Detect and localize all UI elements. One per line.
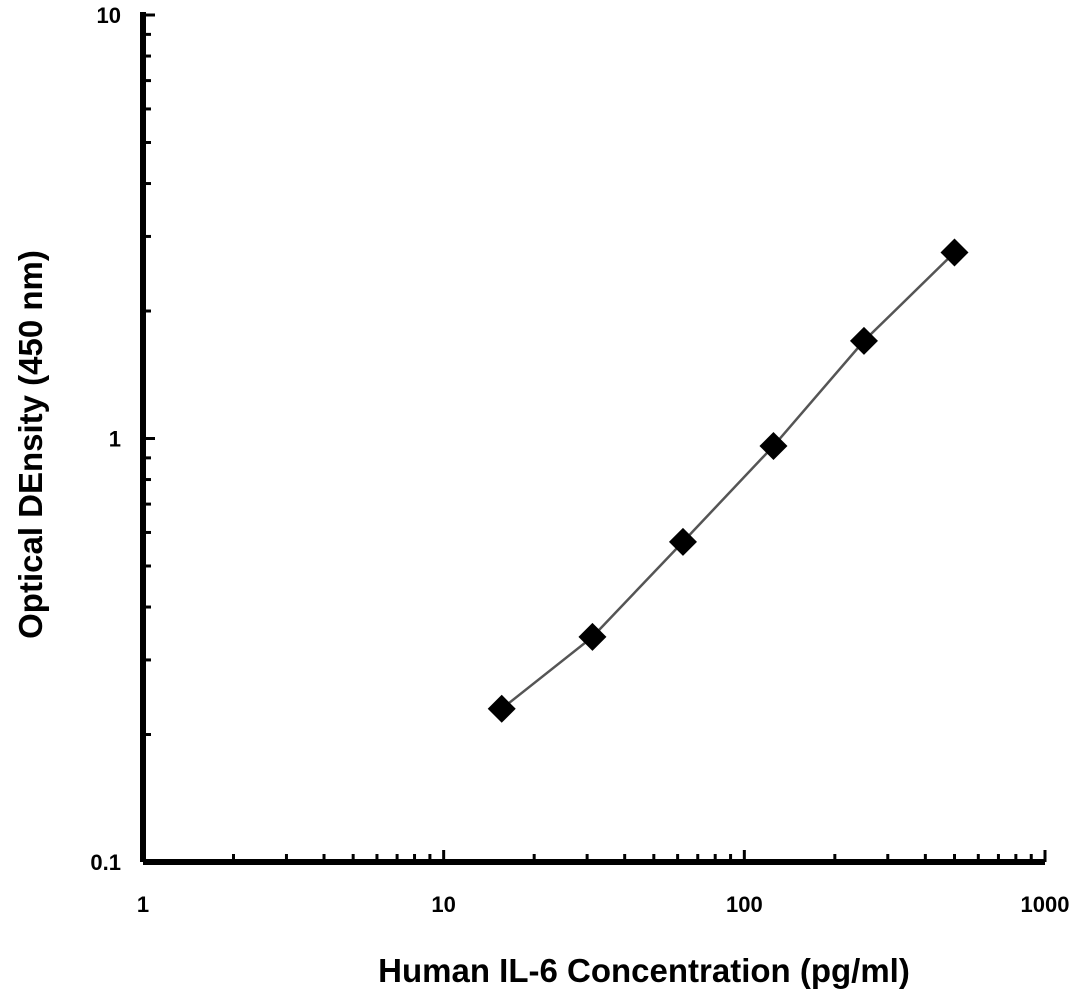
data-point-marker [668,527,697,556]
y-tick-label: 1 [109,427,121,452]
series [487,238,969,723]
axes [140,12,1045,865]
series-line [500,251,956,710]
data-point-marker [849,326,878,355]
y-axis-title: Optical DEnsity (450 nm) [12,250,49,639]
data-point-marker [940,238,969,267]
ticks: 1 10 100 1000 0.1 1 10 [90,3,1069,917]
x-axis-title: Human IL-6 Concentration (pg/ml) [378,952,910,989]
x-tick-label: 100 [726,892,763,917]
y-tick-label: 0.1 [90,850,121,875]
data-point-marker [487,694,516,723]
x-tick-label: 1 [137,892,149,917]
x-tick-label: 10 [431,892,455,917]
data-point-marker [759,432,788,461]
x-tick-label: 1000 [1021,892,1070,917]
data-point-marker [578,622,607,651]
y-tick-label: 10 [97,3,121,28]
